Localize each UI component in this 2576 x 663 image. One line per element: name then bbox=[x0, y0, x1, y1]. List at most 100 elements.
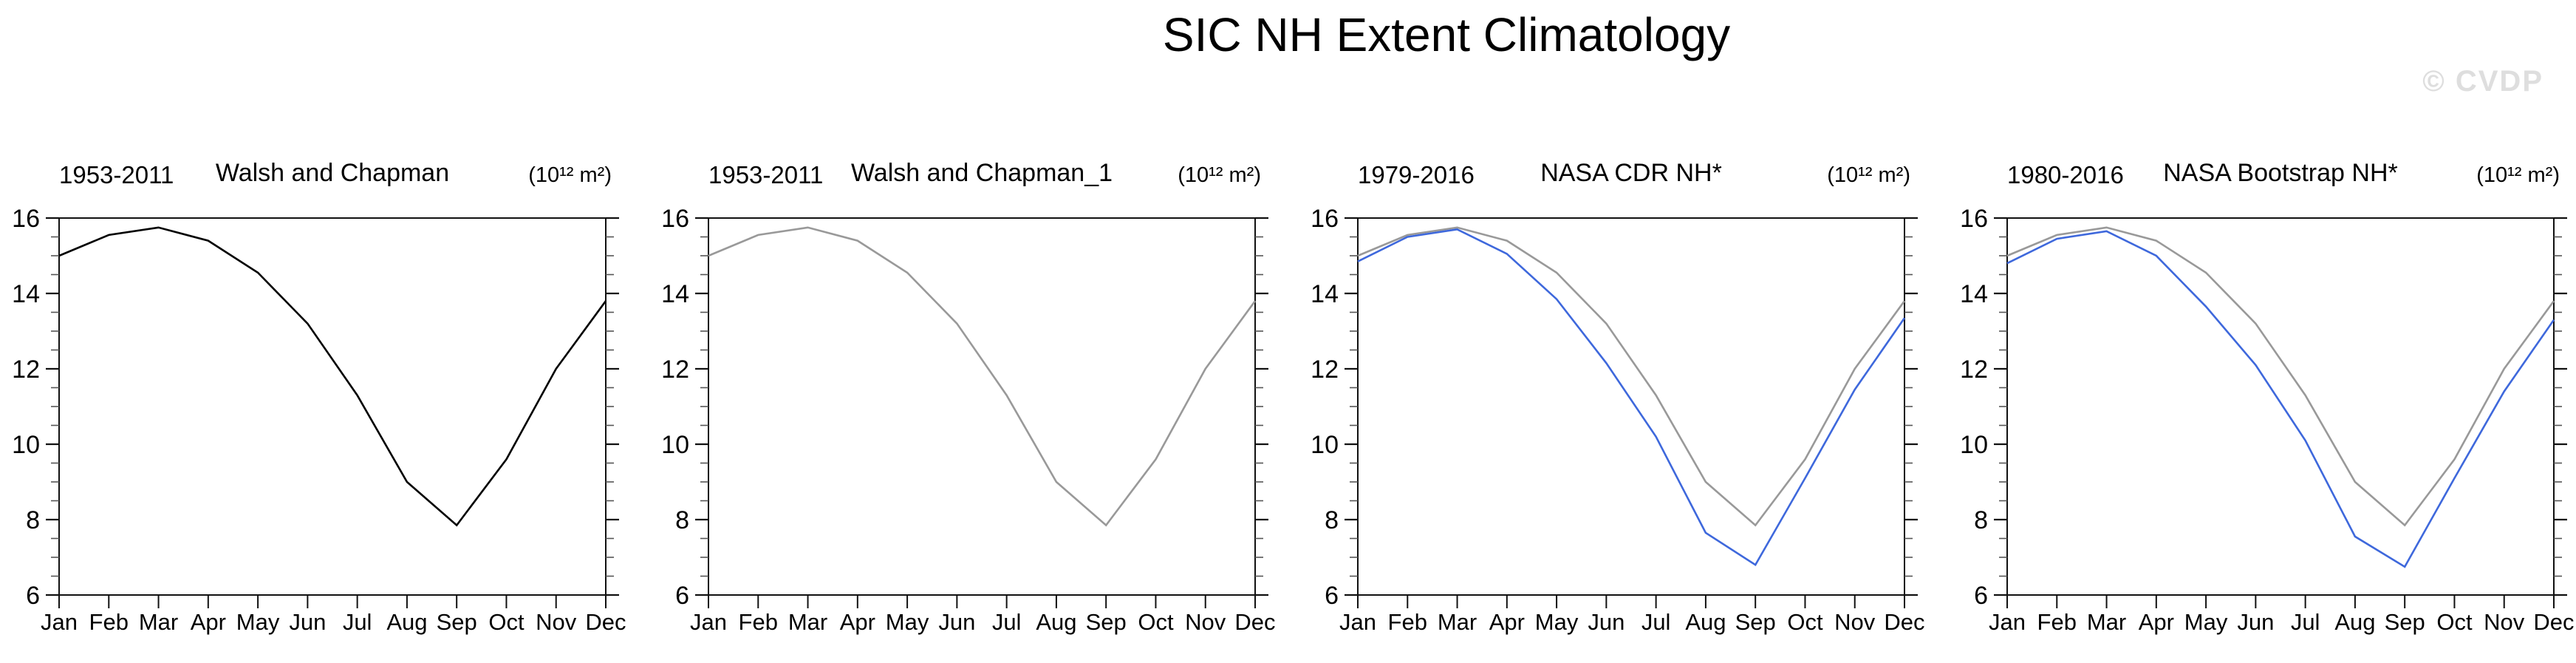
x-tick-label: Sep bbox=[437, 609, 477, 635]
y-tick-label: 10 bbox=[661, 431, 689, 459]
series-line-gray bbox=[2006, 226, 2555, 527]
y-tick-label: 16 bbox=[1311, 205, 1339, 233]
y-tick-label: 14 bbox=[661, 280, 689, 308]
chart-plot-area: 6 8 10 12 14 16 Jan Feb Mar Apr May Jun Jul Aug Sep Oct… bbox=[1311, 205, 1924, 635]
x-tick-label: Nov bbox=[2484, 609, 2525, 635]
x-tick-label: Apr bbox=[840, 609, 875, 635]
x-tick-label: Dec bbox=[2533, 609, 2574, 635]
y-tick-label: 12 bbox=[1960, 356, 1988, 384]
x-tick-label: Dec bbox=[1234, 609, 1275, 635]
x-tick-label: Jul bbox=[992, 609, 1022, 635]
x-tick-label: Mar bbox=[2087, 609, 2126, 635]
y-tick-label: 14 bbox=[1960, 280, 1988, 308]
x-tick-label: Feb bbox=[89, 609, 129, 635]
chart-units-label: (10¹² m²) bbox=[1827, 163, 1910, 187]
x-tick-label: Oct bbox=[1138, 609, 1174, 635]
x-tick-label: Feb bbox=[739, 609, 778, 635]
x-tick-label: Feb bbox=[1388, 609, 1427, 635]
y-tick-label: 12 bbox=[661, 356, 689, 384]
chart-units-label: (10¹² m²) bbox=[2476, 163, 2560, 187]
page-title: SIC NH Extent Climatology bbox=[1162, 8, 1731, 61]
chart-title: NASA Bootstrap NH* bbox=[2163, 159, 2398, 187]
x-tick-label: May bbox=[886, 609, 929, 635]
x-tick-label: Nov bbox=[1185, 609, 1226, 635]
series-line-blue bbox=[2006, 230, 2555, 568]
x-tick-label: Jan bbox=[1339, 609, 1376, 635]
x-tick-label: Apr bbox=[2139, 609, 2174, 635]
y-tick-label: 8 bbox=[1325, 506, 1339, 534]
chart-panel-walsh-chapman: 1953-2011 Walsh and Chapman (10¹² m²) 6 8… bbox=[0, 148, 644, 650]
x-tick-label: May bbox=[1535, 609, 1579, 635]
y-tick-label: 12 bbox=[1311, 356, 1339, 384]
y-tick-label: 8 bbox=[26, 506, 40, 534]
x-tick-label: Feb bbox=[2037, 609, 2077, 635]
chart-panel-walsh-chapman-1: 1953-2011 Walsh and Chapman_1 (10¹² m²) … bbox=[649, 148, 1294, 650]
chart-header: 1979-2016 NASA CDR NH* (10¹² m²) bbox=[1299, 148, 1943, 192]
x-tick-label: Jun bbox=[1588, 609, 1624, 635]
plot-frame bbox=[1357, 217, 1905, 596]
y-tick-label: 6 bbox=[1974, 582, 1988, 610]
series-line-gray bbox=[708, 226, 1257, 527]
chart-period-label: 1980-2016 bbox=[2007, 161, 2124, 188]
chart-plot-area: 6 8 10 12 14 16 Jan Feb Mar Apr May Jun Jul Aug Sep Oct… bbox=[12, 205, 626, 635]
y-tick-label: 10 bbox=[1960, 431, 1988, 459]
y-tick-label: 14 bbox=[12, 280, 40, 308]
x-tick-label: Oct bbox=[488, 609, 525, 635]
series-line-gray bbox=[1357, 226, 1906, 527]
x-tick-label: Aug bbox=[1685, 609, 1726, 635]
x-tick-label: Jul bbox=[343, 609, 372, 635]
x-tick-label: Mar bbox=[1438, 609, 1477, 635]
chart-panel-nasa-bootstrap: 1980-2016 NASA Bootstrap NH* (10¹² m²) 6… bbox=[1948, 148, 2576, 650]
x-tick-label: Jan bbox=[1989, 609, 2026, 635]
series-line-black bbox=[58, 226, 607, 527]
x-tick-label: Aug bbox=[2334, 609, 2375, 635]
plot-frame bbox=[2006, 217, 2555, 596]
x-tick-label: Jan bbox=[41, 609, 78, 635]
y-tick-label: 8 bbox=[675, 506, 689, 534]
x-tick-label: Jul bbox=[2291, 609, 2320, 635]
y-tick-label: 6 bbox=[26, 582, 40, 610]
x-tick-label: Aug bbox=[386, 609, 427, 635]
chart-title: NASA CDR NH* bbox=[1540, 159, 1722, 187]
y-tick-label: 8 bbox=[1974, 506, 1988, 534]
y-tick-label: 10 bbox=[12, 431, 40, 459]
y-tick-label: 10 bbox=[1311, 431, 1339, 459]
chart-header: 1953-2011 Walsh and Chapman (10¹² m²) bbox=[0, 148, 644, 192]
chart-header: 1953-2011 Walsh and Chapman_1 (10¹² m²) bbox=[649, 148, 1294, 192]
chart-period-label: 1953-2011 bbox=[59, 161, 174, 188]
chart-panel-nasa-cdr: 1979-2016 NASA CDR NH* (10¹² m²) 6 8 10 12 1… bbox=[1299, 148, 1943, 650]
x-tick-label: Mar bbox=[788, 609, 827, 635]
x-tick-label: Aug bbox=[1036, 609, 1076, 635]
y-tick-label: 14 bbox=[1311, 280, 1339, 308]
cvdp-watermark: © CVDP bbox=[2422, 65, 2543, 98]
plot-frame bbox=[708, 217, 1256, 596]
x-tick-label: Oct bbox=[2436, 609, 2473, 635]
chart-period-label: 1979-2016 bbox=[1358, 161, 1475, 188]
x-tick-label: Jun bbox=[2237, 609, 2274, 635]
chart-title: Walsh and Chapman bbox=[215, 159, 450, 187]
y-tick-label: 16 bbox=[12, 205, 40, 233]
x-tick-label: Jan bbox=[690, 609, 727, 635]
x-tick-label: Apr bbox=[1489, 609, 1525, 635]
y-tick-label: 6 bbox=[1325, 582, 1339, 610]
x-tick-label: Sep bbox=[1086, 609, 1127, 635]
x-tick-label: Dec bbox=[585, 609, 626, 635]
y-tick-label: 16 bbox=[1960, 205, 1988, 233]
x-tick-label: Jun bbox=[938, 609, 975, 635]
plot-frame bbox=[58, 217, 607, 596]
chart-units-label: (10¹² m²) bbox=[1178, 163, 1261, 187]
chart-units-label: (10¹² m²) bbox=[528, 163, 612, 187]
series-line-blue bbox=[1357, 228, 1906, 567]
x-tick-label: May bbox=[2184, 609, 2228, 635]
x-tick-label: Nov bbox=[1834, 609, 1876, 635]
x-tick-label: Nov bbox=[536, 609, 577, 635]
chart-title: Walsh and Chapman_1 bbox=[850, 159, 1113, 187]
chart-header: 1980-2016 NASA Bootstrap NH* (10¹² m²) bbox=[1948, 148, 2576, 192]
x-tick-label: Oct bbox=[1787, 609, 1823, 635]
x-tick-label: Dec bbox=[1884, 609, 1924, 635]
chart-plot-area: 6 8 10 12 14 16 Jan Feb Mar Apr May Jun Jul Aug Sep Oct… bbox=[1960, 205, 2574, 635]
y-tick-label: 12 bbox=[12, 356, 40, 384]
x-tick-label: May bbox=[236, 609, 280, 635]
x-tick-label: Mar bbox=[139, 609, 178, 635]
chart-period-label: 1953-2011 bbox=[708, 161, 824, 188]
